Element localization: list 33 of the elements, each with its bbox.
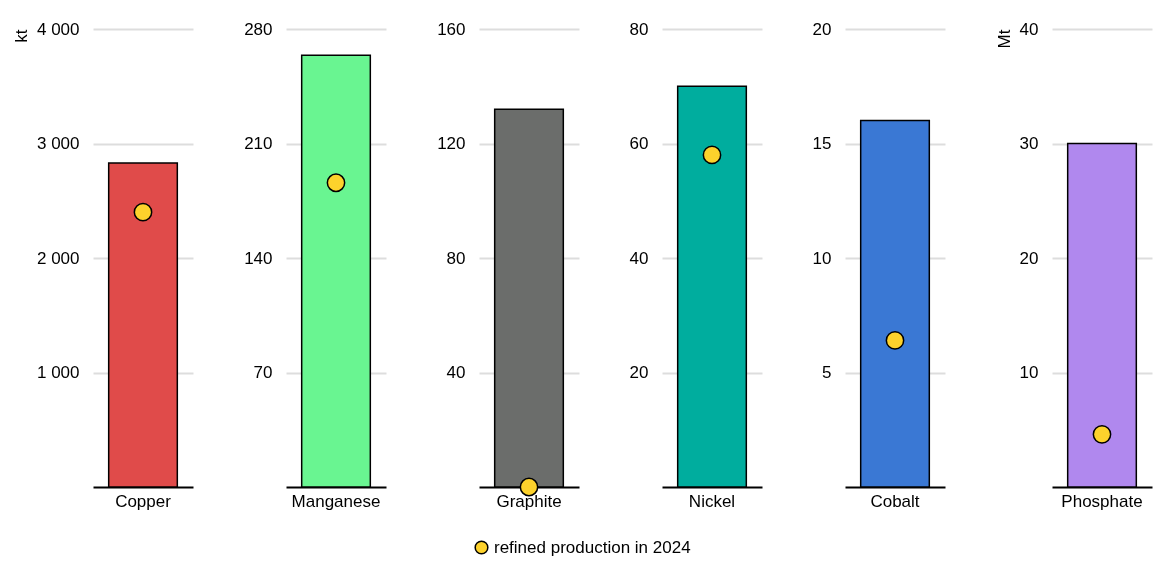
- y-tick-label: 70: [253, 363, 273, 382]
- y-tick-label: 10: [812, 248, 832, 268]
- y-tick-label: 15: [812, 134, 832, 153]
- x-tick-label: Nickel: [688, 491, 736, 511]
- y-tick-label: 140: [244, 248, 273, 268]
- legend-label: refined production in 2024: [494, 537, 691, 557]
- y-tick-label: 40: [446, 363, 466, 382]
- x-tick-label: Phosphate: [1061, 491, 1143, 511]
- y-tick-label: 40: [1019, 19, 1039, 39]
- y-tick-label: 160: [437, 19, 466, 39]
- y-tick-label: 40: [629, 248, 649, 268]
- y-tick-label: 5: [822, 363, 832, 382]
- y-tick-label: 4 000: [36, 19, 80, 39]
- y-tick-label: 20: [1019, 248, 1039, 268]
- x-tick-label: Graphite: [496, 491, 562, 511]
- y-tick-label: 30: [1019, 134, 1039, 153]
- y-tick-label: 80: [446, 248, 466, 268]
- x-tick-label: Cobalt: [870, 491, 920, 511]
- y-tick-label: 20: [629, 363, 649, 382]
- y-tick-label: 20: [812, 19, 832, 39]
- y-axis-title: Mt: [994, 29, 1014, 49]
- y-tick-label: 60: [629, 134, 649, 153]
- x-tick-label: Manganese: [291, 491, 381, 511]
- y-axis-title: kt: [11, 29, 31, 43]
- y-tick-label: 80: [629, 19, 649, 39]
- y-tick-label: 10: [1019, 363, 1039, 382]
- x-tick-label: Copper: [115, 491, 172, 511]
- y-tick-label: 120: [437, 134, 466, 153]
- y-tick-label: 210: [244, 134, 273, 153]
- y-tick-label: 2 000: [36, 248, 80, 268]
- y-tick-label: 280: [244, 19, 273, 39]
- y-tick-label: 3 000: [36, 134, 80, 153]
- y-tick-label: 1 000: [36, 363, 80, 382]
